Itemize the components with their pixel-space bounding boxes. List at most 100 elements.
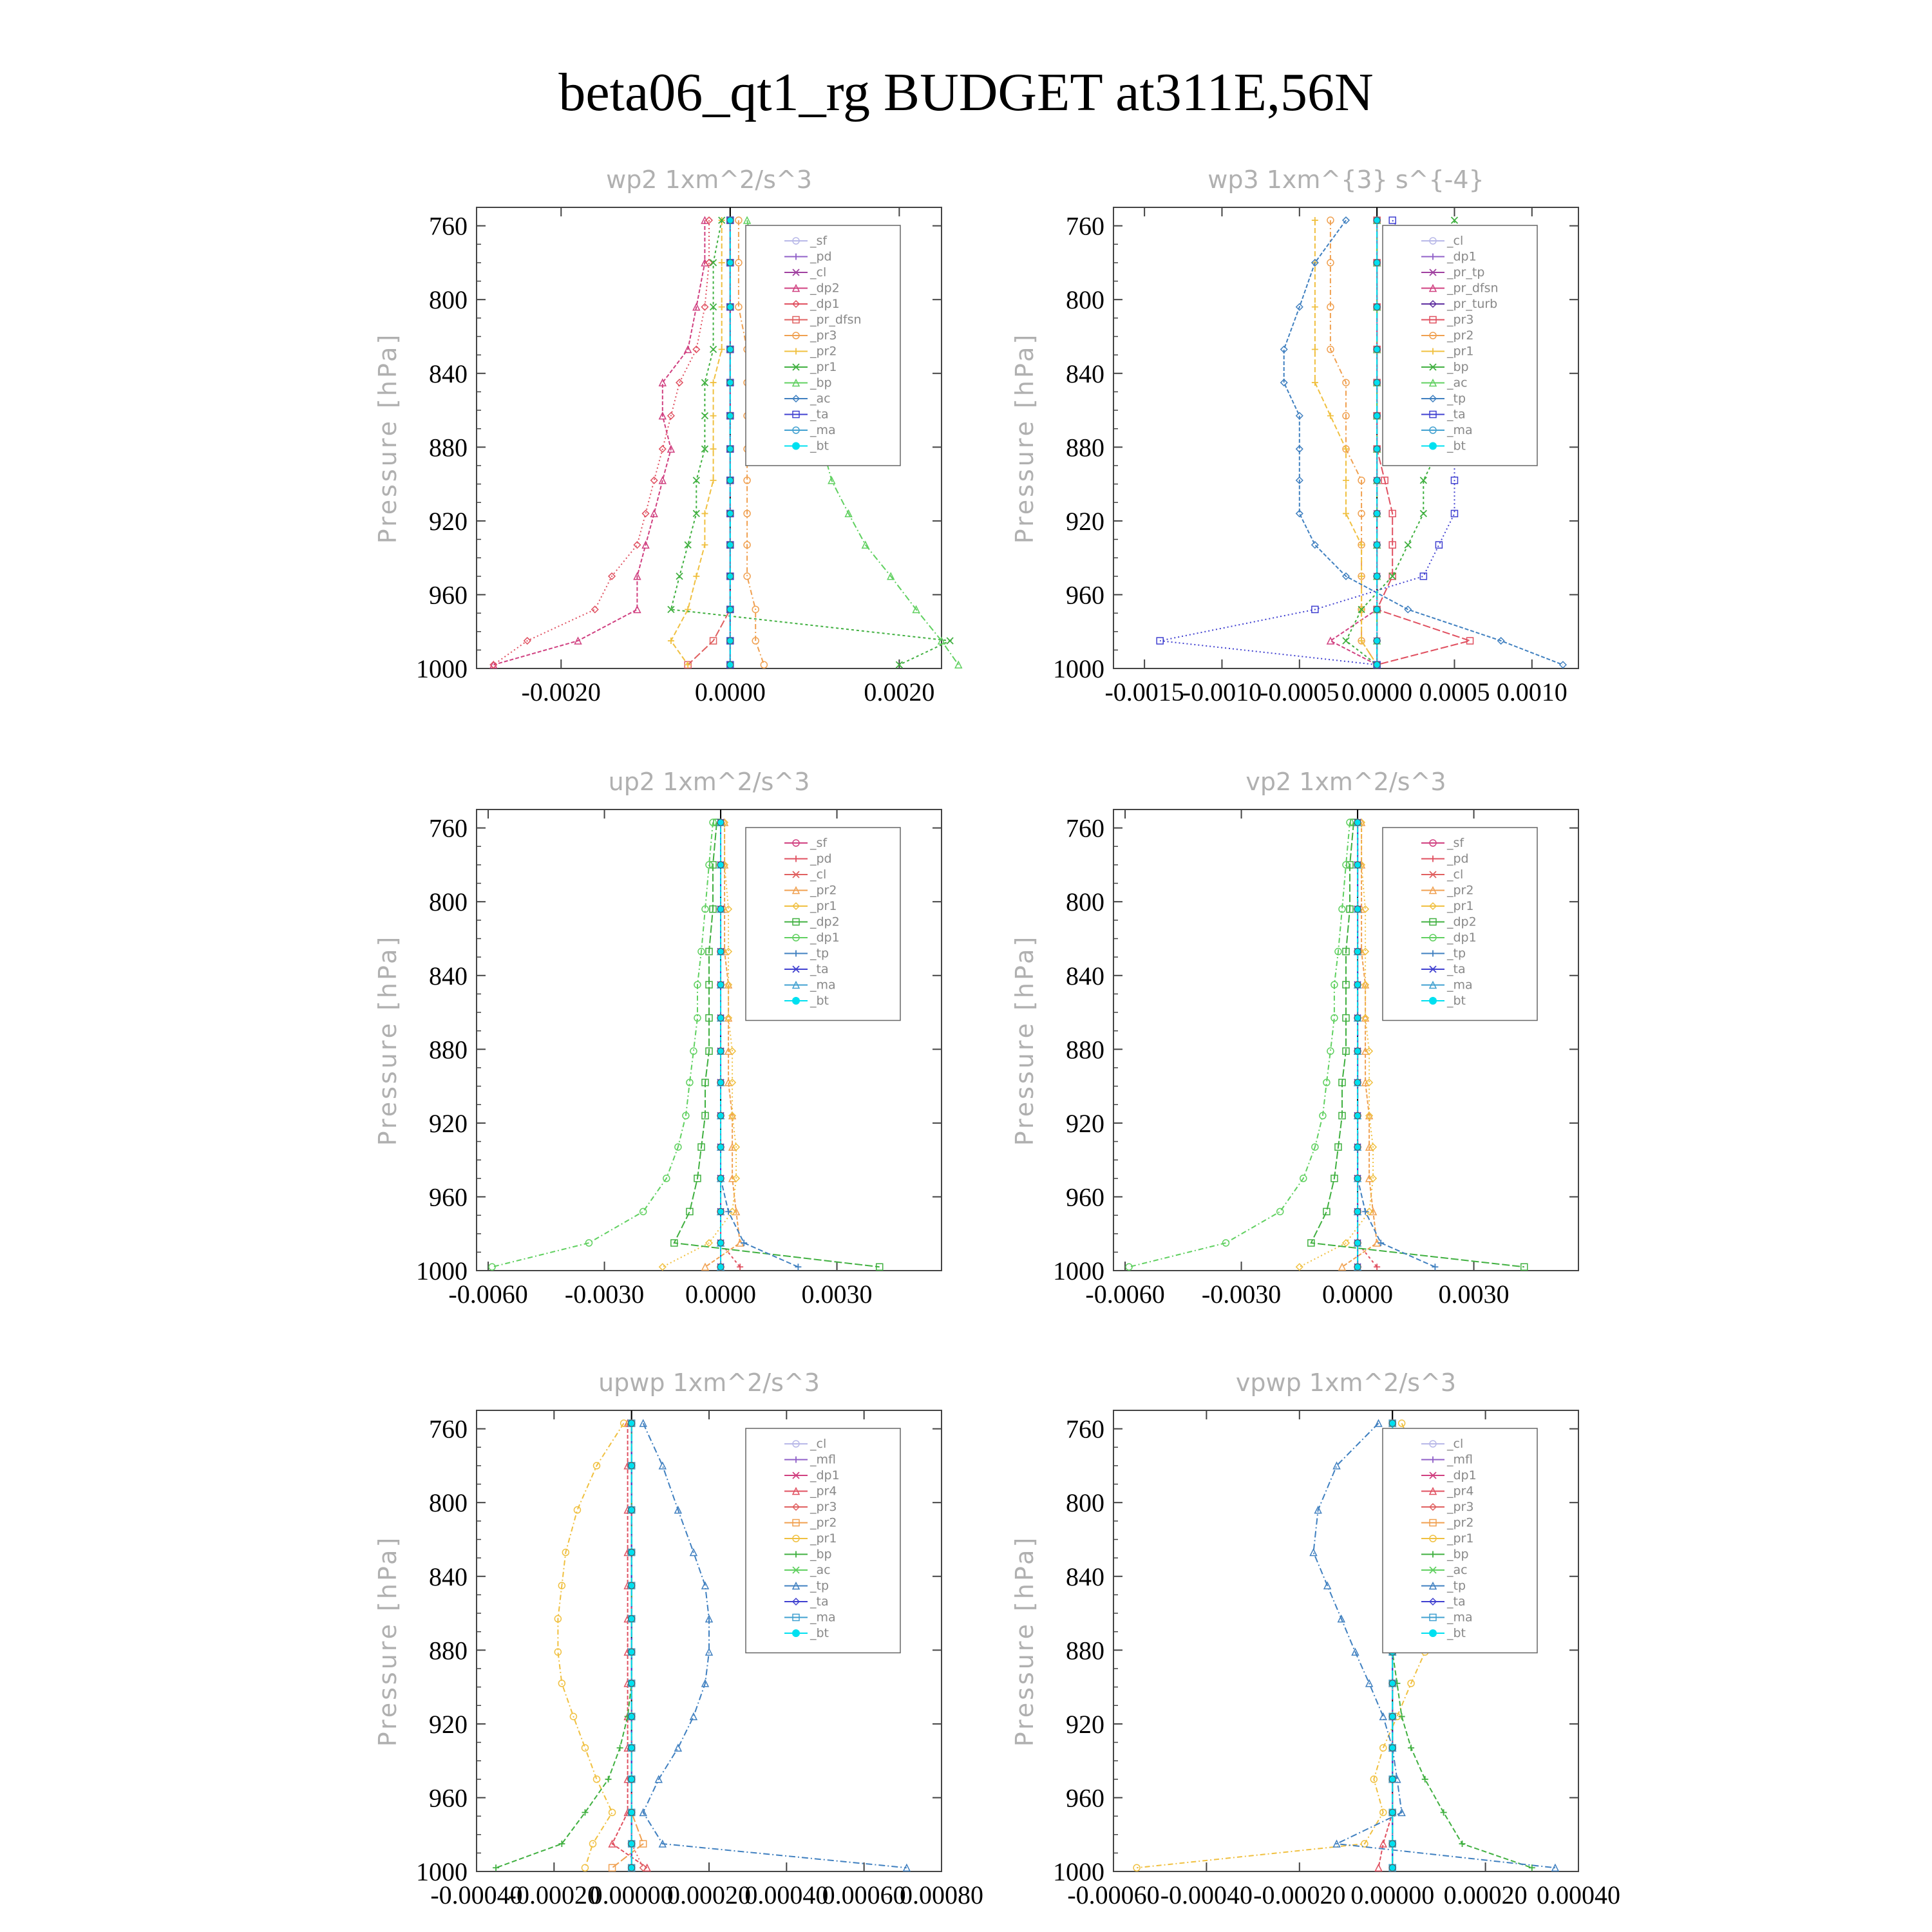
- data-point: [670, 1239, 678, 1247]
- data-point: [1365, 1679, 1374, 1687]
- legend-item: _pr1: [1421, 345, 1473, 359]
- legend-label: _dp2: [810, 281, 840, 296]
- data-point: [725, 1208, 732, 1215]
- data-point: [1388, 1712, 1396, 1720]
- data-point: [676, 573, 683, 580]
- legend-item: _dp1: [784, 931, 840, 945]
- x-tick-label: 0.0030: [802, 1280, 873, 1309]
- series-bt: [628, 1419, 636, 1871]
- data-point: [1373, 346, 1381, 354]
- data-point: [690, 1047, 697, 1055]
- legend-label: _sf: [1446, 836, 1464, 850]
- legend-item: _pr4: [784, 1484, 837, 1499]
- data-point: [1388, 1419, 1396, 1427]
- data-point: [1374, 1863, 1383, 1872]
- data-point: [488, 1263, 496, 1271]
- data-point: [705, 981, 713, 989]
- data-point: [674, 1505, 683, 1514]
- data-point: [1397, 1808, 1406, 1817]
- data-point: [1295, 476, 1303, 484]
- x-tick-label: 0.00020: [667, 1880, 751, 1909]
- data-point: [683, 345, 692, 354]
- data-point: [628, 1615, 636, 1623]
- y-tick-label: 760: [1066, 1415, 1104, 1444]
- data-point: [701, 1262, 710, 1271]
- x-tick-label: 0.00000: [590, 1880, 674, 1909]
- series-tp: [1280, 216, 1567, 669]
- data-point: [608, 1808, 616, 1817]
- y-tick-label: 880: [1066, 1035, 1104, 1064]
- data-point: [1358, 477, 1365, 484]
- data-point: [1331, 1175, 1338, 1182]
- y-tick-label: 1000: [1053, 1256, 1104, 1285]
- legend-item: _bt: [784, 1626, 829, 1640]
- x-tick-label: 0.0020: [864, 677, 934, 706]
- legend-marker: [1428, 902, 1437, 911]
- data-point: [1354, 948, 1361, 956]
- data-point: [726, 541, 734, 549]
- legend-label: _cl: [1446, 867, 1463, 882]
- legend-marker: [793, 253, 799, 260]
- series-line: [670, 220, 952, 666]
- data-point: [1373, 259, 1381, 267]
- series-bt: [1373, 216, 1381, 668]
- data-point: [1368, 1207, 1378, 1216]
- y-tick-label: 920: [1066, 1109, 1104, 1138]
- legend-item: _ma: [784, 423, 836, 437]
- data-point: [628, 1648, 636, 1656]
- series-pr_dfsn: [684, 216, 734, 669]
- legend-label: _pr2: [1446, 328, 1473, 343]
- legend-label: _pr2: [810, 884, 837, 898]
- data-point: [667, 444, 676, 453]
- legend-marker: [1428, 1581, 1437, 1590]
- data-point: [1125, 1263, 1133, 1271]
- x-tick-label: 0.0000: [1322, 1280, 1393, 1309]
- data-point: [493, 1864, 500, 1871]
- data-point: [710, 477, 717, 484]
- data-point: [1346, 861, 1354, 869]
- data-point: [1280, 345, 1288, 354]
- data-point: [1311, 258, 1319, 267]
- data-point: [1346, 819, 1354, 826]
- legend-label: _dp1: [1446, 250, 1477, 264]
- y-tick-label: 880: [429, 1035, 468, 1064]
- data-point: [581, 1864, 589, 1872]
- data-point: [1432, 1264, 1439, 1271]
- data-point: [1497, 636, 1505, 645]
- data-point: [1379, 1839, 1387, 1848]
- data-point: [658, 476, 667, 484]
- legend-label: _cl: [1446, 234, 1463, 248]
- legend-marker: [792, 410, 800, 419]
- legend-item: _dp1: [1421, 250, 1477, 264]
- legend-marker: [792, 1519, 800, 1527]
- legend-item: _bp: [784, 1548, 832, 1562]
- x-tick-label: 0.00040: [1537, 1880, 1620, 1909]
- legend-item: _pr1: [784, 360, 837, 374]
- legend-marker: [793, 1551, 799, 1558]
- data-point: [1388, 509, 1396, 518]
- legend-marker: [1429, 1535, 1437, 1542]
- data-point: [633, 605, 641, 614]
- legend-item: _tp: [784, 947, 829, 961]
- legend-item: _ac: [1421, 376, 1468, 390]
- legend-marker: [1429, 269, 1437, 276]
- data-point: [1338, 1112, 1346, 1120]
- data-point: [1342, 379, 1350, 386]
- legend-item: _pr_dfsn: [1421, 281, 1499, 296]
- legend: _sf _pd_cl _pr2_pr1 _dp2 _dp1 _tp_ta _ma _bt: [1382, 827, 1538, 1021]
- y-tick-label: 800: [429, 887, 468, 916]
- series-dp1: [1125, 819, 1354, 1271]
- legend-item: _ac: [784, 392, 831, 406]
- data-point: [693, 573, 700, 580]
- data-point: [724, 1046, 733, 1055]
- legend-item: _pr_dfsn: [784, 313, 862, 327]
- data-point: [1408, 1745, 1415, 1752]
- data-point: [718, 303, 725, 310]
- data-point: [674, 1143, 682, 1151]
- legend-item: _pr3: [784, 1500, 837, 1514]
- data-point: [1365, 1208, 1374, 1216]
- data-point: [1331, 1014, 1338, 1022]
- data-point: [1358, 605, 1365, 613]
- data-point: [628, 1506, 636, 1514]
- data-point: [1311, 303, 1318, 310]
